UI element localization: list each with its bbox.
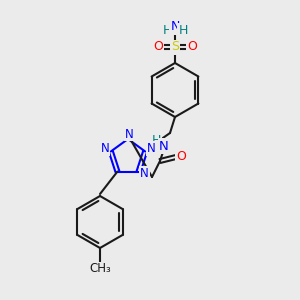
Text: O: O: [153, 40, 163, 53]
Text: O: O: [187, 40, 197, 53]
Text: H: H: [162, 23, 172, 37]
Text: H: H: [178, 23, 188, 37]
Text: N: N: [140, 167, 149, 180]
Text: N: N: [124, 128, 134, 140]
Text: N: N: [100, 142, 109, 155]
Text: N: N: [170, 20, 180, 34]
Text: CH₃: CH₃: [89, 262, 111, 275]
Text: H: H: [151, 134, 161, 148]
Text: O: O: [176, 151, 186, 164]
Text: S: S: [171, 40, 179, 53]
Text: N: N: [159, 140, 169, 152]
Text: N: N: [147, 142, 155, 155]
